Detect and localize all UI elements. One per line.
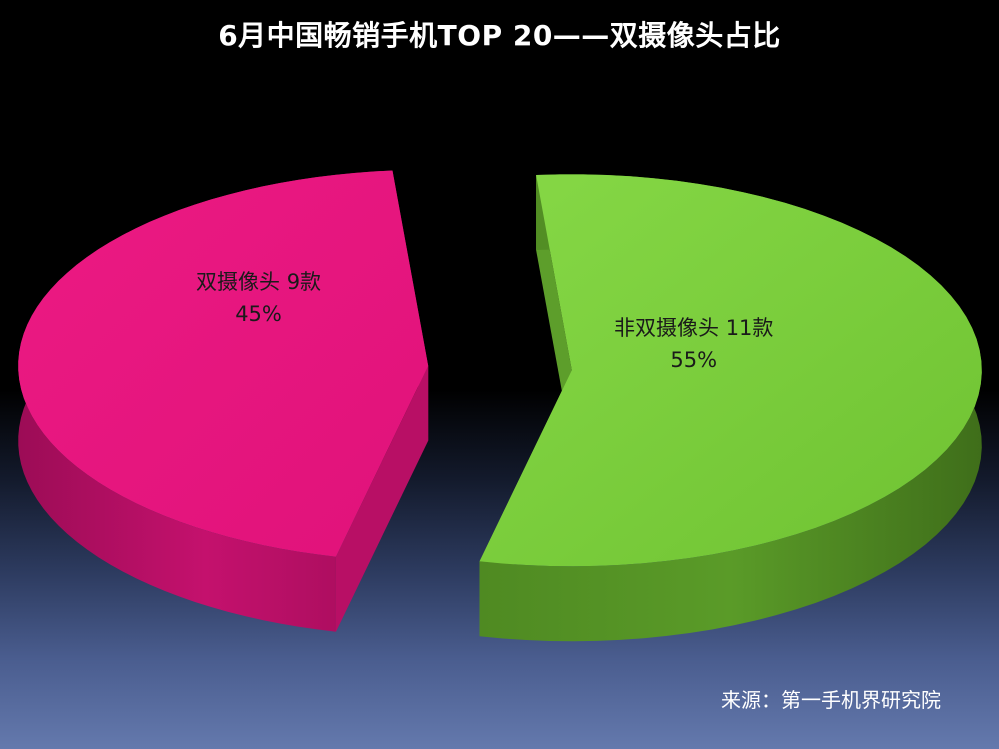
slice-category-label: 双摄像头 9款 bbox=[196, 270, 322, 294]
slice-label-dual-camera: 双摄像头 9款 45% bbox=[196, 266, 321, 330]
slice-label-non-dual-camera: 非双摄像头 11款 55% bbox=[614, 312, 773, 376]
pie-slice-dual-camera bbox=[18, 170, 429, 632]
pie-slice-non-dual-camera bbox=[479, 174, 982, 642]
slice-percent-label: 45% bbox=[235, 302, 282, 326]
slice-cut-face bbox=[335, 365, 429, 632]
source-note: 来源：第一手机界研究院 bbox=[721, 688, 941, 712]
slice-percent-label: 55% bbox=[670, 348, 718, 372]
slice-top-face bbox=[479, 174, 982, 567]
slice-top-face bbox=[18, 170, 429, 557]
slice-category-label: 非双摄像头 11款 bbox=[614, 316, 774, 340]
chart-title: 6月中国畅销手机TOP 20——双摄像头占比 bbox=[218, 19, 781, 52]
